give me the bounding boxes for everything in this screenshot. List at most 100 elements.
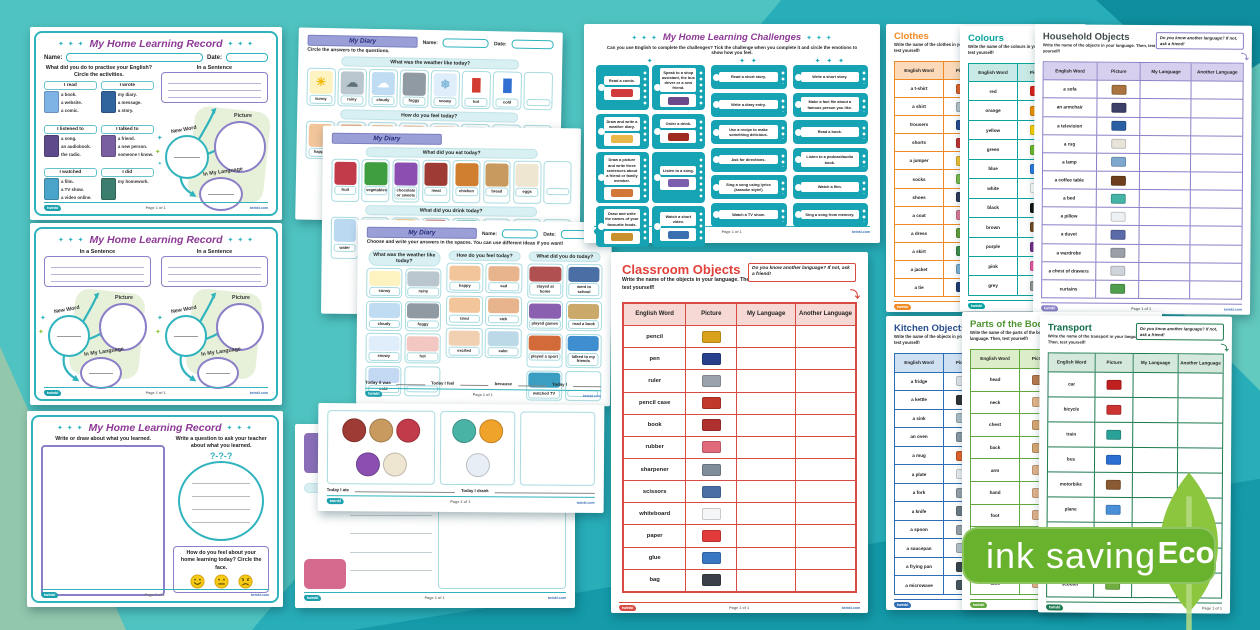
name-label: Name: (44, 54, 63, 61)
tile-picture (567, 336, 600, 352)
picture-label: Picture (234, 113, 252, 119)
tile-picture: █ (464, 73, 489, 97)
bubble-arrow-icon: ⤵ (1220, 343, 1229, 353)
another-language-cell (796, 370, 855, 391)
picture-label: Picture (232, 295, 250, 301)
table-row: ruler (624, 369, 855, 392)
page-number: Page 1 of 1 (145, 390, 166, 395)
table-row: pencil case (624, 391, 855, 414)
activity-card: I watched a film. a TV show. a video onlin… (44, 168, 97, 209)
english-word: book (624, 414, 687, 436)
tile-label: rainy (339, 95, 364, 105)
challenge-card: Use a recipe to make something delicious… (711, 120, 787, 144)
tile-label: rainy (407, 287, 440, 297)
tile-picture (529, 303, 561, 319)
picture-cell (1097, 80, 1142, 99)
tile-picture (333, 161, 357, 185)
twinkl-logo: twinkl (970, 601, 988, 608)
tile-label: fruit (333, 185, 357, 195)
answer-tile: calm (484, 328, 522, 359)
english-word: a shirt (895, 98, 945, 116)
object-picture (701, 330, 721, 343)
twinkl-logo: twinkl (894, 303, 912, 310)
tile-label (526, 98, 551, 107)
activity-option: a TV show. (61, 187, 84, 193)
my-language-cell (737, 481, 797, 503)
another-language-cell (1191, 136, 1242, 153)
twinkl-logo: twinkl (365, 390, 383, 397)
my-language-cell (1133, 372, 1179, 398)
answer-tile: bread (482, 160, 512, 204)
table-row: a chest of drawers (1042, 260, 1242, 281)
table-row: sharpener (624, 457, 855, 481)
star-decoration-icon: ✦ ✦ ✦ (57, 237, 85, 244)
page-number: Page 1 of 1 (721, 229, 742, 234)
challenge-picture (660, 130, 697, 144)
language-bubble: Do you know another language? If not, as… (1135, 323, 1224, 341)
english-word: pink (969, 257, 1019, 276)
sentence-starter: Today I feel (431, 380, 455, 386)
answer-tile: sunny (366, 267, 403, 299)
table-row: a television (1043, 115, 1243, 136)
challenge-card: Watch a short video. (652, 206, 706, 247)
challenge-text: Sing a song from memory. (800, 209, 859, 220)
challenge-card: Write a diary entry. (711, 92, 787, 117)
answer-tile: stayed at home (526, 263, 564, 299)
challenge-card: Watch a TV show. (711, 202, 787, 227)
activity-card: I wrote my diary. a message. a story. (100, 81, 154, 122)
answer-tile: hot (404, 333, 442, 364)
tile-picture (487, 298, 520, 314)
diary-title-bar: My Diary (307, 34, 418, 48)
english-word: red (969, 81, 1019, 101)
tile-label: cloudy (371, 95, 395, 105)
another-language-cell (1192, 82, 1243, 99)
picture-cell (686, 569, 738, 591)
english-word: a duvet (1042, 225, 1097, 244)
my-language-cell (737, 370, 797, 392)
english-word: grey (969, 276, 1019, 295)
tile-label: sick (487, 314, 520, 324)
eco-label: Eco (1157, 535, 1215, 570)
english-word: car (1048, 372, 1096, 397)
page-number: Page 1 of 1 (144, 592, 165, 597)
star-decoration-icon: ✦ ✦ ✦ (227, 41, 255, 48)
activity-option: my homework. (117, 179, 149, 185)
picture-cell (1096, 117, 1141, 135)
answer-tile: ☀ sunny (306, 67, 336, 107)
object-picture (701, 552, 721, 565)
another-language-cell (796, 415, 855, 436)
diary-title-bar: My Diary (331, 132, 442, 145)
tile-label: sunny (368, 286, 401, 296)
tile-label: sunny (308, 94, 333, 104)
page-number: Page 1 of 1 (424, 595, 445, 600)
object-picture (701, 485, 721, 498)
twinkl-site-link: twinkl.com (576, 500, 595, 505)
challenge-card: Order a drink. (652, 113, 706, 149)
another-language-cell (1178, 373, 1223, 397)
english-word: a coffee table (1042, 171, 1097, 189)
food-picture (369, 418, 394, 443)
sparkle-icon: ✦ (156, 135, 163, 142)
activity-option: a comic. (61, 108, 79, 114)
challenge-text: Order a drink. (660, 119, 697, 129)
feelings-question: How do you feel today? (340, 109, 518, 123)
english-word: blue (969, 159, 1019, 179)
activity-option: a song. (61, 135, 77, 141)
english-word: curtains (1042, 280, 1096, 298)
english-word: bus (1047, 447, 1096, 472)
tile-picture (333, 218, 357, 243)
answer-tile: ☁ rainy (337, 68, 367, 107)
sparkle-icon: ✦ (157, 315, 163, 322)
twinkl-logo: twinkl (1041, 304, 1059, 312)
page-number: Page 1 of 1 (472, 392, 493, 397)
sentence-starter: Today I ate (326, 486, 349, 492)
challenge-card: Ask for directions. (711, 147, 787, 172)
food-picture (396, 418, 421, 443)
english-word: a skirt (895, 242, 945, 260)
english-word: scissors (624, 481, 687, 503)
sparkle-icon: ✦ (155, 329, 161, 336)
page-number: Page 1 of 1 (1131, 306, 1152, 311)
